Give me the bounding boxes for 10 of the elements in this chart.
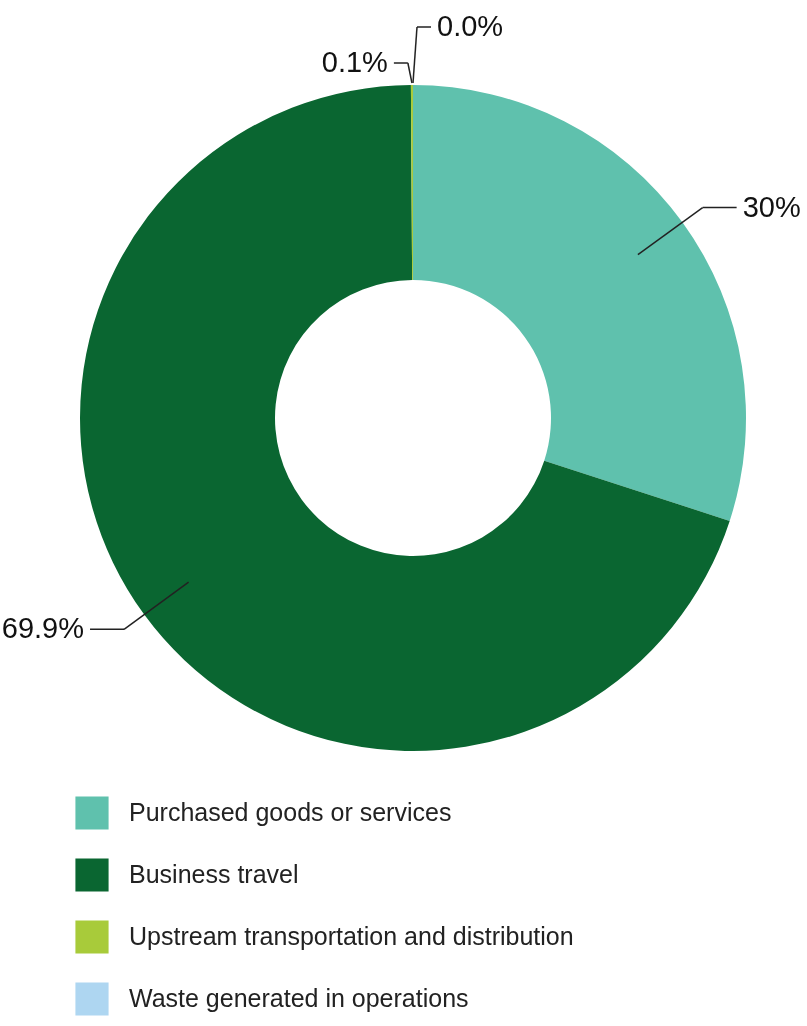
- donut-slice: [413, 85, 746, 521]
- legend-label: Upstream transportation and distribution: [129, 922, 574, 950]
- data-label: 69.9%: [1, 612, 85, 645]
- legend-label: Waste generated in operations: [129, 984, 469, 1012]
- legend-label: Business travel: [129, 860, 299, 888]
- text: 0.0%: [437, 10, 504, 42]
- donut-slice: [410, 85, 413, 280]
- data-label: 30%: [742, 190, 801, 223]
- legend-label: Purchased goods or services: [129, 798, 452, 826]
- data-label: 0.1%: [321, 46, 388, 78]
